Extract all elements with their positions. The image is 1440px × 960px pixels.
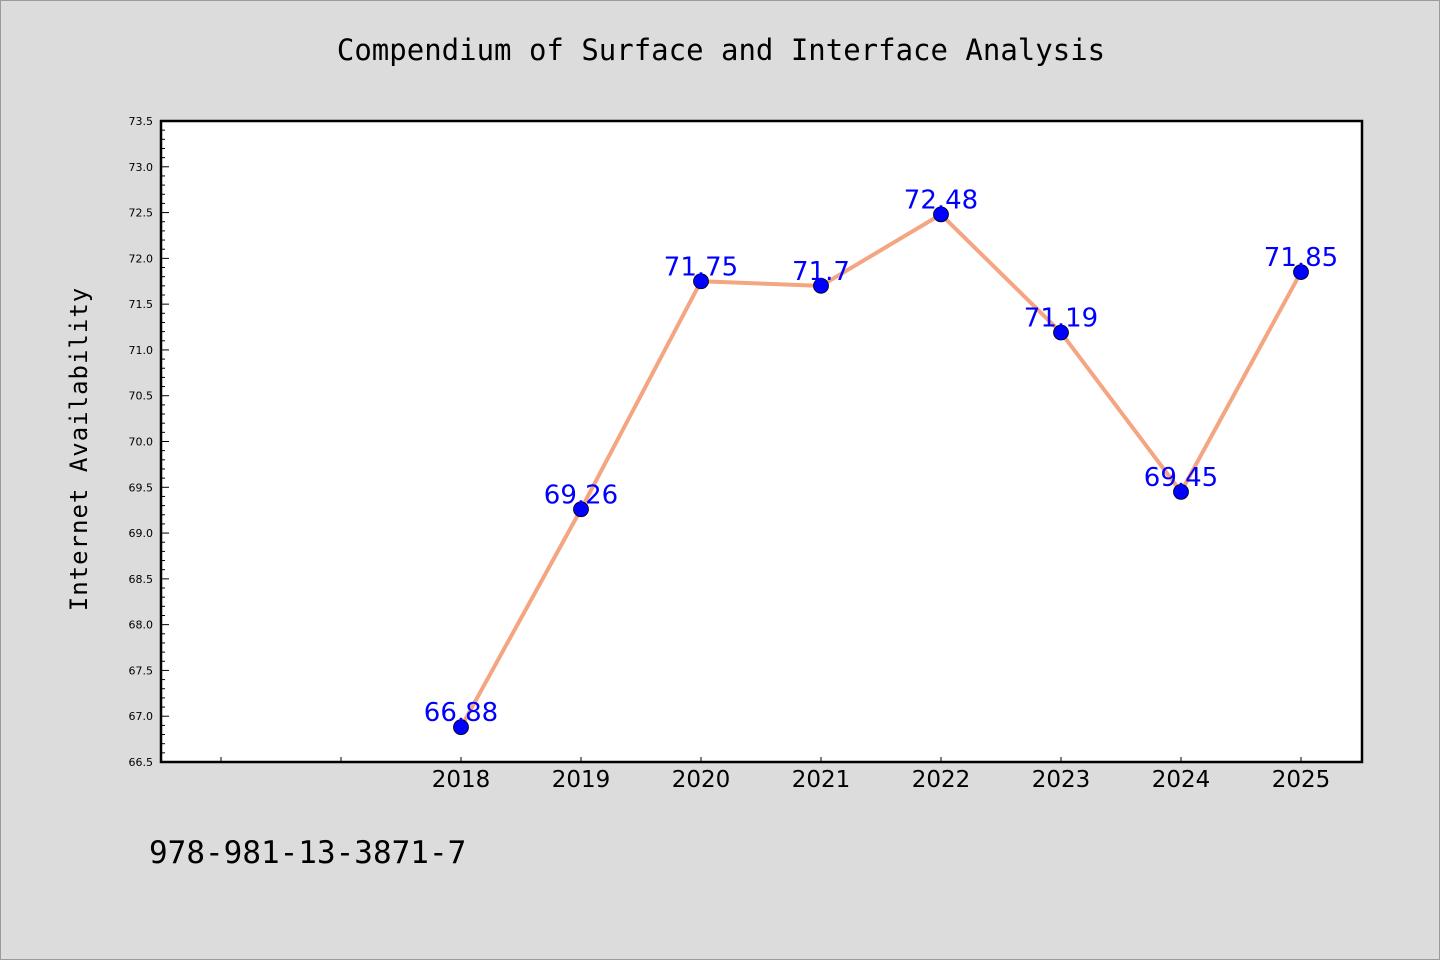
data-label: 71.85 [1264, 243, 1338, 273]
isbn-footnote: 978-981-13-3871-7 [149, 835, 467, 871]
data-label: 72.48 [904, 185, 978, 215]
y-tick-label: 70.0 [129, 436, 154, 449]
data-point [1053, 324, 1069, 341]
x-tick-label: 2018 [432, 767, 491, 793]
x-tick-label: 2021 [792, 767, 851, 793]
y-axis-ticks: 66.5 67.0 67.5 68.0 68.5 69.0 69.5 70.0 70.5 71.0… [129, 115, 169, 769]
data-point [813, 277, 829, 294]
y-tick-label: 66.5 [129, 756, 154, 769]
y-tick-label: 67.5 [129, 664, 154, 677]
y-tick-label: 73.0 [129, 161, 154, 174]
data-point [573, 501, 589, 518]
series-data-labels: 66.88 69.26 71.75 71.7 72.48 71.19 69.45 71.85 [424, 185, 1338, 728]
y-tick-label: 69.5 [129, 481, 154, 494]
y-tick-label: 67.0 [129, 710, 154, 723]
data-label: 71.19 [1024, 304, 1098, 334]
x-axis-ticks: 2018 2019 2020 2021 2022 2023 2024 2025 [220, 757, 1331, 793]
plot-area [159, 119, 1364, 764]
x-tick-label: 2025 [1272, 767, 1331, 793]
data-point [453, 719, 469, 736]
y-tick-label: 68.5 [129, 573, 154, 586]
data-point [1173, 483, 1189, 500]
series-line [459, 212, 1303, 730]
data-point [933, 206, 949, 223]
x-tick-label: 2019 [552, 767, 611, 793]
x-tick-label: 2023 [1032, 767, 1091, 793]
y-tick-label: 73.5 [129, 115, 154, 128]
data-label: 71.75 [664, 252, 738, 282]
x-tick-label: 2022 [912, 767, 971, 793]
y-tick-label: 69.0 [129, 527, 154, 540]
x-tick-label: 2020 [672, 767, 731, 793]
chart-title: Compendium of Surface and Interface Anal… [336, 33, 1106, 67]
y-tick-label: 71.0 [129, 344, 154, 357]
x-tick-label: 2024 [1152, 767, 1211, 793]
data-label: 69.45 [1144, 463, 1218, 493]
data-label: 71.7 [792, 257, 850, 287]
y-tick-label: 72.0 [129, 252, 154, 265]
series-lines [459, 212, 1303, 730]
data-label: 66.88 [424, 698, 498, 728]
y-tick-label: 72.5 [129, 207, 154, 220]
series-markers [453, 206, 1309, 736]
data-label: 69.26 [544, 480, 618, 510]
data-point [693, 273, 709, 290]
data-point [1293, 264, 1309, 280]
y-tick-label: 71.5 [129, 298, 154, 311]
y-tick-label: 70.5 [129, 390, 154, 403]
y-tick-label: 68.0 [129, 619, 154, 632]
